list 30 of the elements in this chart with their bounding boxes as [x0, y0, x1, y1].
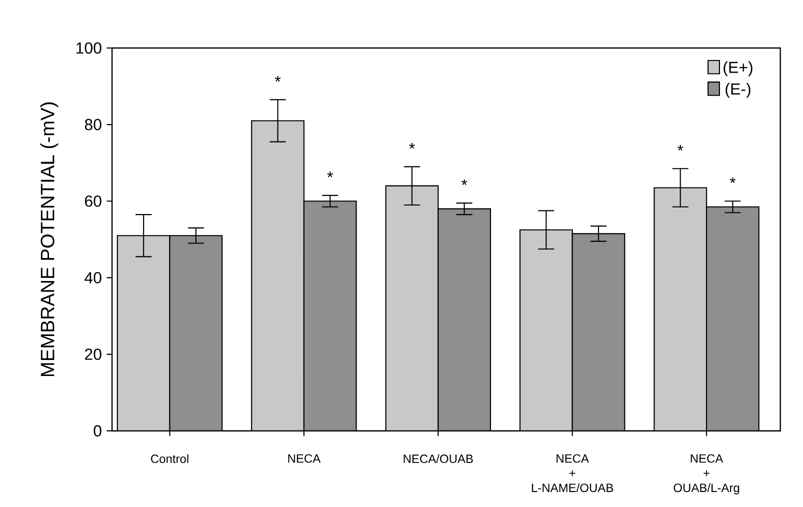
bar	[170, 236, 222, 431]
bar	[572, 234, 625, 431]
legend-label: (E-)	[726, 82, 750, 98]
y-tick-label: 0	[94, 425, 102, 437]
y-tick-label: 40	[84, 272, 102, 284]
data-label: *	[461, 179, 468, 186]
x-tick-label: NECA + L-NAME/OUAB	[532, 454, 614, 492]
data-label: *	[409, 143, 415, 149]
bar	[520, 230, 572, 431]
legend-label: (E+)	[724, 61, 752, 76]
bar	[386, 186, 438, 431]
x-tick-label: NECA/OUAB	[404, 454, 473, 464]
bar	[252, 120, 304, 431]
x-tick-label: Control	[151, 454, 188, 464]
y-axis-title: MEMBRANE POTENTIAL (-mV)	[40, 102, 58, 376]
bar	[117, 236, 170, 431]
bar	[706, 206, 760, 431]
y-tick-label: 100	[76, 42, 102, 54]
x-tick-label: NECA + OUAB/L-Arg	[674, 454, 740, 495]
y-tick-label: 20	[84, 348, 102, 360]
bar	[304, 201, 356, 431]
data-label: *	[327, 172, 333, 178]
data-label: *	[677, 144, 684, 151]
y-tick-label: 60	[85, 196, 102, 207]
data-label: *	[730, 177, 736, 184]
bar	[438, 208, 490, 431]
bar	[654, 187, 708, 431]
x-tick-label: NECA	[288, 454, 321, 463]
data-label: *	[274, 76, 281, 82]
y-tick-label: 80	[84, 118, 102, 130]
